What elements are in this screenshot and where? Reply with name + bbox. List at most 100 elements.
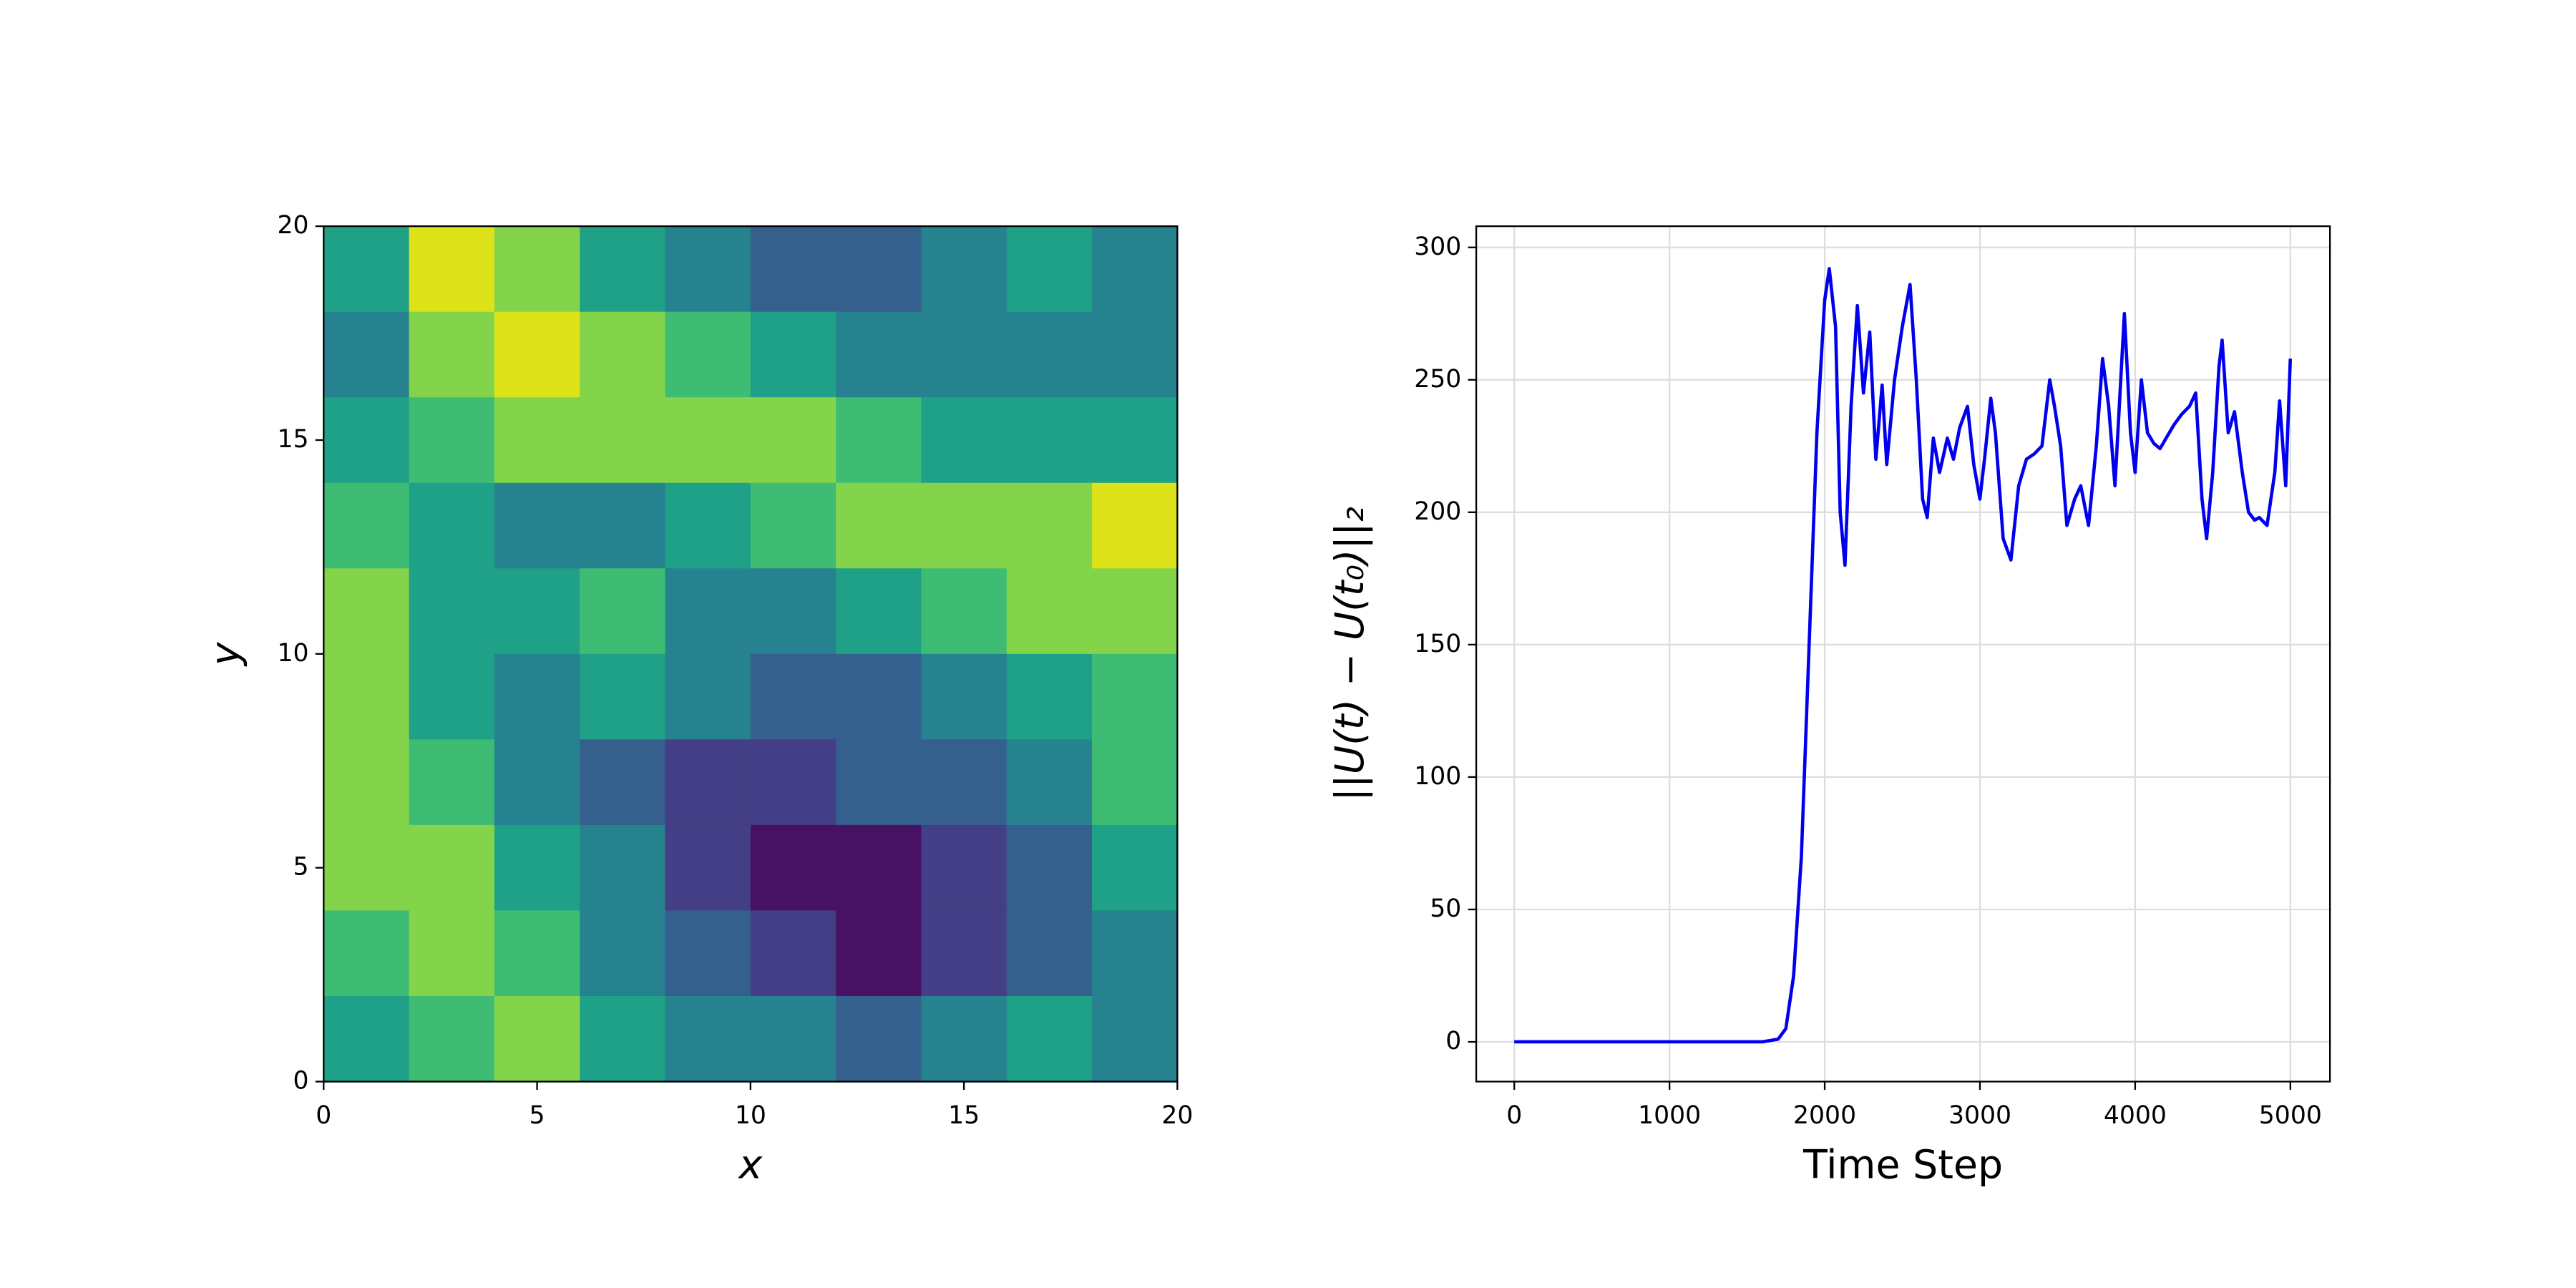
contour-cell — [1092, 824, 1179, 912]
contour-cell — [921, 568, 1008, 655]
contour-cell — [1006, 397, 1093, 484]
contour-cell — [836, 226, 922, 313]
contour-cell — [494, 739, 581, 826]
contour-cell — [1092, 910, 1179, 997]
x-tick-label: 1000 — [1638, 1101, 1701, 1130]
y-tick-label: 150 — [1414, 630, 1461, 658]
contour-cell — [494, 996, 581, 1083]
contour-cell — [580, 568, 666, 655]
contour-cell — [836, 996, 922, 1083]
y-tick-label: 0 — [293, 1067, 309, 1096]
contour-cell — [494, 568, 581, 655]
contour-cell — [1006, 910, 1093, 997]
x-tick-label: 4000 — [2104, 1101, 2167, 1130]
contour-cell — [921, 653, 1008, 741]
contour-cell — [494, 910, 581, 997]
x-axis-label: Time Step — [1802, 1143, 2003, 1189]
contour-cell — [750, 739, 837, 826]
contour-cell — [1092, 996, 1179, 1083]
contour-cell — [921, 226, 1008, 313]
contour-cell — [1092, 653, 1179, 741]
contour-cell — [836, 397, 922, 484]
contour-cell — [1092, 482, 1179, 570]
contour-cell — [1092, 397, 1179, 484]
x-tick-label: 2000 — [1793, 1101, 1856, 1130]
contour-cell — [1006, 824, 1093, 912]
y-tick-label: 50 — [1430, 894, 1461, 923]
contour-cell — [750, 397, 837, 484]
contour-cell — [1006, 653, 1093, 741]
y-tick-label: 10 — [277, 639, 308, 668]
contour-cell — [409, 568, 496, 655]
y-axis-label: y — [203, 641, 249, 667]
contour-cell — [1006, 482, 1093, 570]
contour-cell — [750, 824, 837, 912]
contour-cell — [921, 482, 1008, 570]
contour-cell — [580, 996, 666, 1083]
contour-cell — [836, 653, 922, 741]
contour-cell — [494, 397, 581, 484]
plot-frame — [1475, 225, 2331, 1083]
contour-cell — [580, 397, 666, 484]
contour-cell — [409, 996, 496, 1083]
contour-cell — [409, 653, 496, 741]
contour-cell — [580, 226, 666, 313]
contour-cell — [921, 739, 1008, 826]
y-tick-label: 300 — [1414, 233, 1461, 261]
contour-cell — [665, 226, 751, 313]
y-tick-label: 20 — [277, 211, 308, 240]
contour-cell — [494, 824, 581, 912]
x-tick-label: 0 — [1506, 1101, 1522, 1130]
contour-cell — [323, 311, 410, 399]
contour-cell — [921, 996, 1008, 1083]
contour-cell — [409, 824, 496, 912]
x-tick-label: 5 — [530, 1101, 545, 1130]
contour-cell — [494, 226, 581, 313]
contour-cell — [580, 824, 666, 912]
contour-cell — [665, 482, 751, 570]
x-axis-label: x — [737, 1143, 763, 1189]
contour-cell — [323, 996, 410, 1083]
y-tick-label: 0 — [1445, 1027, 1461, 1055]
contour-cell — [580, 739, 666, 826]
x-tick-label: 20 — [1161, 1101, 1193, 1130]
x-tick-label: 5000 — [2259, 1101, 2322, 1130]
contour-cell — [836, 482, 922, 570]
contour-cell — [494, 653, 581, 741]
contour-cell — [323, 482, 410, 570]
contour-cell — [921, 910, 1008, 997]
contour-cell — [665, 311, 751, 399]
contour-cell — [1006, 226, 1093, 313]
contour-cell — [409, 311, 496, 399]
contour-cell — [750, 226, 837, 313]
contour-cell — [323, 653, 410, 741]
contour-cell — [494, 482, 581, 570]
contour-cell — [409, 910, 496, 997]
contour-cell — [750, 653, 837, 741]
y-tick-label: 5 — [293, 853, 309, 882]
contour-cell — [1092, 226, 1179, 313]
contour-cell — [1006, 568, 1093, 655]
contour-cell — [750, 568, 837, 655]
contour-cell — [580, 910, 666, 997]
contour-cell — [836, 910, 922, 997]
contour-cell — [665, 568, 751, 655]
contour-cell — [836, 568, 922, 655]
contour-cell — [750, 910, 837, 997]
y-tick-label: 15 — [277, 425, 308, 454]
contour-cell — [409, 482, 496, 570]
y-tick-label: 200 — [1414, 497, 1461, 526]
contour-cell — [665, 739, 751, 826]
contour-cell — [580, 311, 666, 399]
contour-cell — [580, 482, 666, 570]
y-tick-label: 250 — [1414, 365, 1461, 394]
contour-cell — [580, 653, 666, 741]
contour-cell — [665, 824, 751, 912]
x-tick-label: 15 — [948, 1101, 980, 1130]
contour-cell — [836, 311, 922, 399]
contour-cell — [665, 653, 751, 741]
contour-cell — [323, 739, 410, 826]
contour-cell — [323, 226, 410, 313]
y-axis-label: ||U(t) − U(t₀)||₂ — [1327, 507, 1373, 801]
